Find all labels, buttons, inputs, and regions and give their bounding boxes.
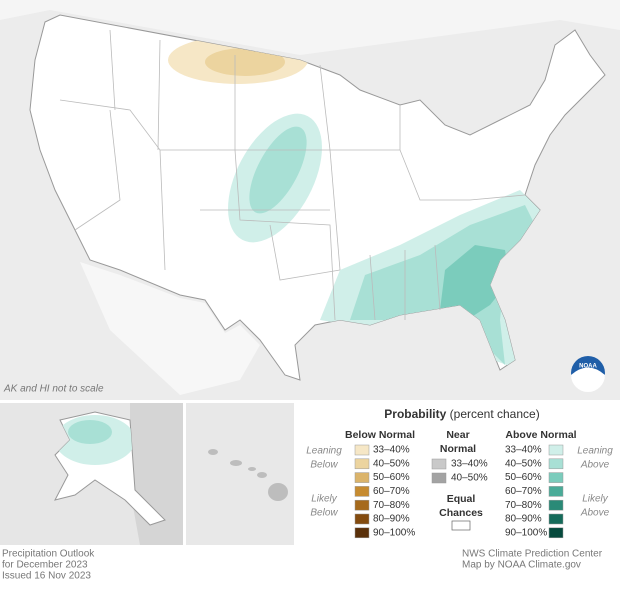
- legend-title: Probability (percent chance): [384, 407, 539, 421]
- swatch: [354, 499, 370, 511]
- column-header: Below Normal: [345, 429, 415, 441]
- swatch-label: 40–50%: [451, 473, 488, 484]
- swatch-label: 50–60%: [505, 472, 542, 483]
- column-header: Above Normal: [505, 429, 576, 441]
- swatch-label: 60–70%: [505, 486, 542, 497]
- swatch: [548, 444, 564, 456]
- equal-label: Chances: [439, 507, 483, 519]
- swatch: [354, 527, 370, 539]
- swatch: [548, 527, 564, 539]
- equal-label: Equal: [447, 493, 476, 505]
- swatch-label: 50–60%: [373, 472, 410, 483]
- side-label: Below: [310, 460, 338, 471]
- side-label: Below: [310, 508, 338, 519]
- logo-text: NOAA: [579, 364, 597, 370]
- scale-note: AK and HI not to scale: [3, 384, 104, 395]
- side-label: Leaning: [306, 446, 342, 457]
- swatch: [354, 513, 370, 525]
- swatch: [451, 520, 471, 531]
- state-lines: [59, 29, 526, 321]
- swatch: [354, 486, 370, 497]
- swatch-label: 60–70%: [373, 486, 410, 497]
- swatch-label: 80–90%: [373, 514, 410, 525]
- swatch: [431, 472, 447, 484]
- swatch: [354, 458, 370, 470]
- swatch-label: 90–100%: [505, 527, 547, 538]
- column-header: Normal: [440, 443, 476, 455]
- side-label: Above: [580, 460, 610, 471]
- swatch-label: 33–40%: [373, 445, 410, 456]
- swatch: [548, 472, 564, 483]
- main-map: AK and HI not to scale NOAA: [0, 0, 620, 400]
- hawaii-inset: [186, 403, 294, 545]
- footer-text: NWS Climate Prediction Center: [462, 549, 603, 560]
- side-label: Leaning: [577, 446, 613, 457]
- footer-text: Map by NOAA Climate.gov: [462, 560, 581, 571]
- swatch-label: 70–80%: [505, 500, 542, 511]
- swatch: [354, 472, 370, 483]
- column-header: Near: [446, 429, 469, 441]
- legend-title-main: Probability: [384, 407, 446, 421]
- swatch-label: 33–40%: [451, 459, 488, 470]
- swatch: [548, 458, 564, 470]
- footer-text: Issued 16 Nov 2023: [2, 571, 91, 582]
- footer-text: for December 2023: [2, 560, 88, 571]
- alaska-inset: [0, 403, 183, 545]
- swatch-label: 40–50%: [373, 458, 410, 469]
- swatch-label: 70–80%: [373, 500, 410, 511]
- swatch: [548, 486, 564, 497]
- swatch: [548, 499, 564, 511]
- swatch: [354, 444, 370, 456]
- side-label: Above: [580, 508, 610, 519]
- footer-text: Precipitation Outlook: [2, 549, 95, 560]
- side-label: Likely: [311, 494, 338, 505]
- legend-subtitle: (percent chance): [450, 407, 540, 421]
- swatch: [431, 458, 447, 470]
- swatch: [548, 513, 564, 525]
- swatch-label: 33–40%: [505, 445, 542, 456]
- side-label: Likely: [582, 494, 609, 505]
- swatch-label: 40–50%: [505, 458, 542, 469]
- swatch-label: 80–90%: [505, 514, 542, 525]
- swatch-label: 90–100%: [373, 527, 415, 538]
- legend: Below Normal 33–40% 40–50% 50–60% 60–70% 70–8…: [306, 429, 613, 539]
